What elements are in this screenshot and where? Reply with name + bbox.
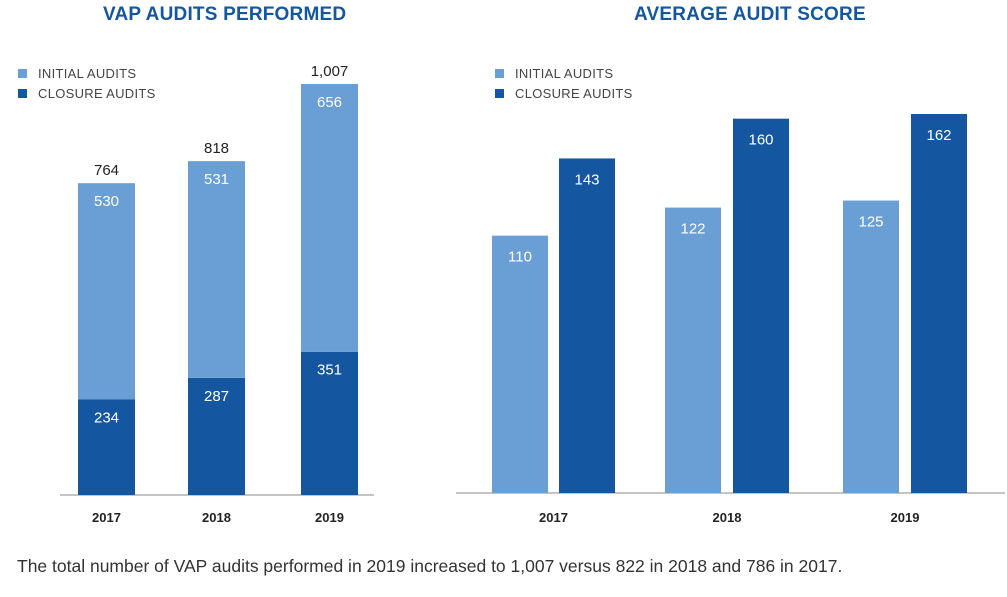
x-tick-label-2019: 2019 xyxy=(315,510,344,525)
data-label-closure-2017: 143 xyxy=(574,171,599,188)
legend-swatch-closure xyxy=(495,88,504,98)
total-label-2018: 818 xyxy=(204,140,229,157)
data-label-closure-2018: 160 xyxy=(748,132,773,149)
x-tick-label-2019: 2019 xyxy=(891,510,920,525)
legend-label-closure: CLOSURE AUDITS xyxy=(38,85,156,101)
data-label-closure-2017: 234 xyxy=(94,409,119,426)
x-tick-label-2017: 2017 xyxy=(539,510,568,525)
legend-item-closure: CLOSURE AUDITS xyxy=(495,83,633,103)
data-label-initial-2018: 122 xyxy=(680,221,705,238)
legend-item-closure: CLOSURE AUDITS xyxy=(18,83,156,103)
legend-label-closure: CLOSURE AUDITS xyxy=(515,85,633,101)
total-label-2017: 764 xyxy=(94,162,119,179)
data-label-initial-2017: 110 xyxy=(508,249,532,266)
bar-closure-2018 xyxy=(188,377,245,495)
legend-label-initial: INITIAL AUDITS xyxy=(38,65,137,81)
data-label-closure-2019: 351 xyxy=(317,362,342,379)
legend-swatch-initial xyxy=(495,68,504,78)
bar-initial-2018 xyxy=(665,207,721,493)
data-label-initial-2019: 656 xyxy=(317,94,342,111)
grouped-bar-chart-average-score: 110 143 2017 122 160 2018 125 162 2019 xyxy=(456,114,1005,525)
legend-item-initial: INITIAL AUDITS xyxy=(18,63,156,83)
bar-closure-2018 xyxy=(733,118,789,493)
chart-title-audits-performed: VAP AUDITS PERFORMED xyxy=(103,4,347,25)
legend-label-initial: INITIAL AUDITS xyxy=(515,65,614,81)
x-tick-label-2018: 2018 xyxy=(202,510,231,525)
legend-average-score: INITIAL AUDITS CLOSURE AUDITS xyxy=(495,63,633,103)
bar-initial-2018 xyxy=(188,161,245,378)
legend-swatch-initial xyxy=(18,68,27,78)
stacked-bar-chart-audits-performed: 234 530 764 2017 287 531 818 2018 351 656 1,007 201… xyxy=(60,63,374,525)
x-tick-label-2017: 2017 xyxy=(92,510,121,525)
chart-title-average-score: AVERAGE AUDIT SCORE xyxy=(634,4,866,25)
bar-initial-2017 xyxy=(492,235,548,493)
bar-closure-2019 xyxy=(911,114,967,493)
bar-closure-2017 xyxy=(78,399,135,495)
legend-audits-performed: INITIAL AUDITS CLOSURE AUDITS xyxy=(18,63,156,103)
legend-swatch-closure xyxy=(18,88,27,98)
chart-caption: The total number of VAP audits performed… xyxy=(17,556,843,576)
data-label-closure-2018: 287 xyxy=(204,388,229,405)
data-label-initial-2017: 530 xyxy=(94,193,119,210)
bar-closure-2019 xyxy=(301,351,358,495)
data-label-initial-2019: 125 xyxy=(858,214,883,231)
x-tick-label-2018: 2018 xyxy=(713,510,742,525)
data-label-initial-2018: 531 xyxy=(204,171,229,188)
bar-initial-2019 xyxy=(301,84,358,352)
data-label-closure-2019: 162 xyxy=(926,127,951,144)
bar-initial-2019 xyxy=(843,200,899,494)
legend-item-initial: INITIAL AUDITS xyxy=(495,63,633,83)
total-label-2019: 1,007 xyxy=(311,63,349,80)
bar-initial-2017 xyxy=(78,183,135,400)
bar-closure-2017 xyxy=(559,158,615,493)
